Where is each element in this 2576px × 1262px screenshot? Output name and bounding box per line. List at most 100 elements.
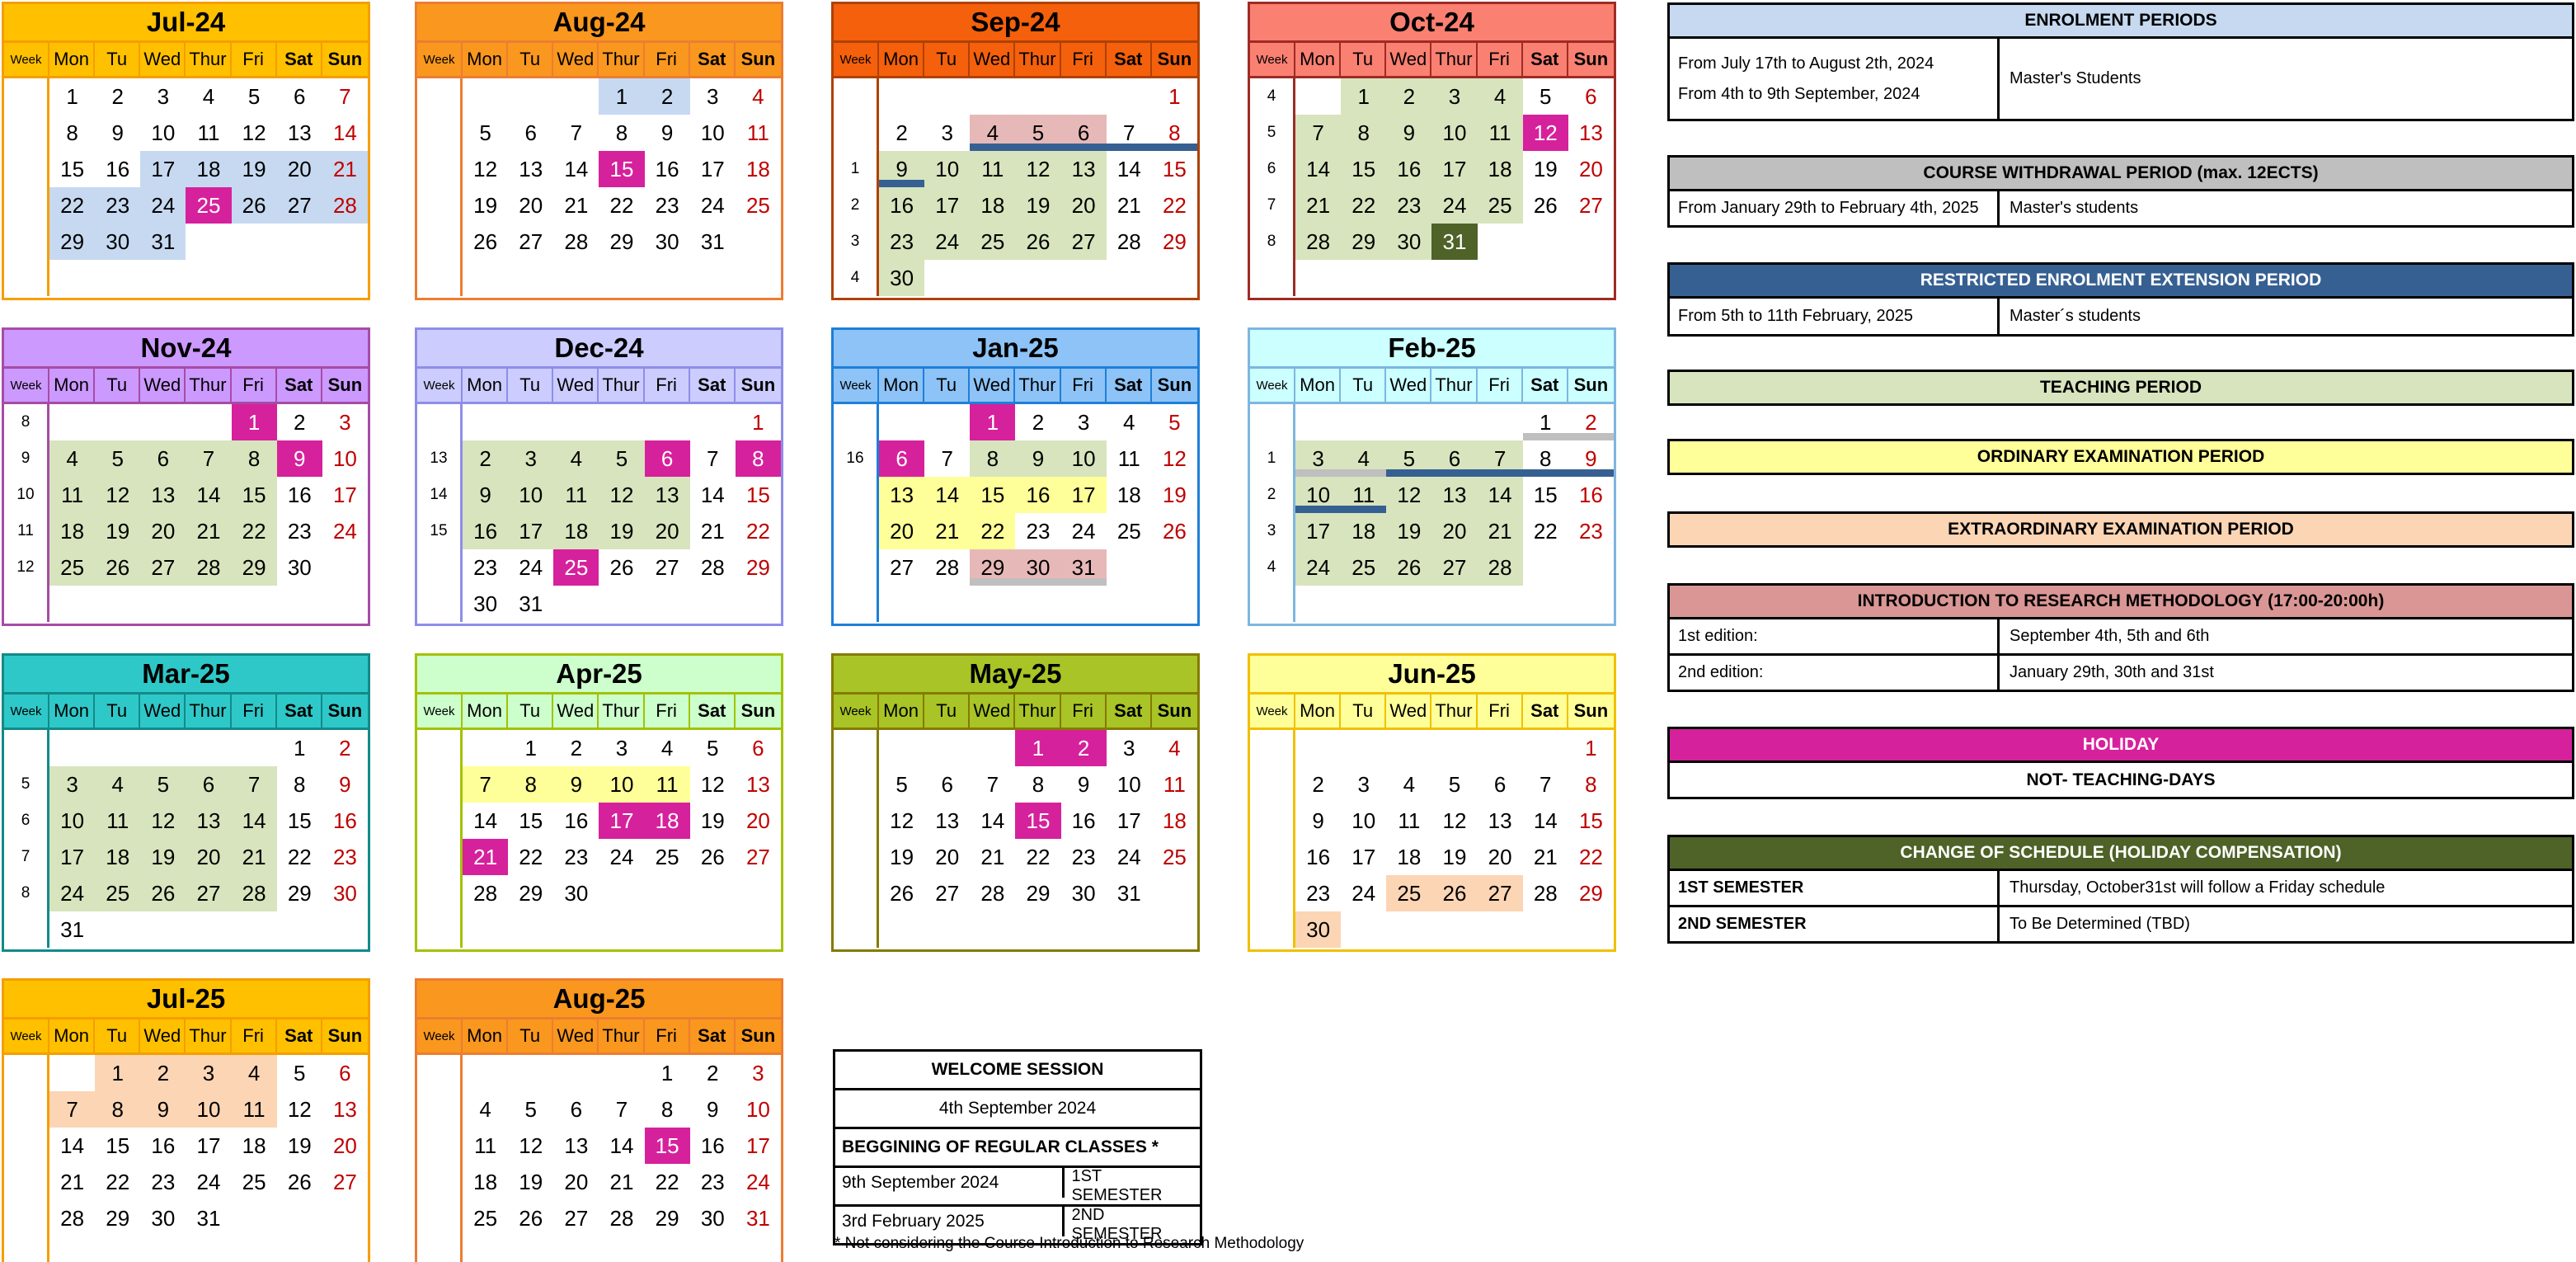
- day-cell: 27: [1477, 875, 1523, 911]
- welcome-row: 4th September 2024: [835, 1090, 1200, 1129]
- day-cell: 8: [508, 766, 554, 803]
- week-number: 12: [4, 549, 49, 586]
- day-cell: 21: [564, 192, 589, 218]
- week-number: [417, 1164, 463, 1200]
- weekday-header-row: Week Mon Tu Wed Thur Fri Sat Sun: [1250, 369, 1614, 404]
- weekday-header-row: Week Mon Tu Wed Thur Fri Sat Sun: [417, 369, 781, 404]
- week-number: [417, 803, 463, 839]
- week-number: [417, 1091, 463, 1128]
- day-cell: 9: [276, 440, 322, 477]
- day-cell: [736, 586, 781, 622]
- day-cell: 31: [700, 228, 725, 254]
- day-cell: 28: [1477, 549, 1523, 586]
- day-cell: 12: [519, 1133, 543, 1158]
- weekday-label-sun: Sun: [740, 700, 776, 721]
- day-cell: 15: [1162, 156, 1187, 181]
- day-cell: 27: [564, 1205, 589, 1231]
- day-cell: 25: [473, 1205, 498, 1231]
- legend-row-value: Master´s students: [2010, 307, 2141, 325]
- day-cell: 19: [890, 844, 914, 869]
- day-cell: [1107, 911, 1152, 948]
- welcome-row: BEGGINING OF REGULAR CLASSES *: [835, 1129, 1200, 1168]
- day-cell: [1431, 911, 1477, 948]
- day-cell: 20: [186, 839, 232, 875]
- weekday-header-row: Week Mon Tu Wed Thur Fri Sat Sun: [417, 695, 781, 730]
- week-number: [1250, 730, 1295, 766]
- day-cell: [49, 730, 95, 766]
- day-cell: [970, 260, 1015, 296]
- weekday-label-fri: Fri: [232, 1019, 277, 1052]
- day-cell: 5: [1168, 409, 1181, 435]
- weekday-label-sat: Sat: [690, 695, 736, 728]
- day-cell: [1341, 730, 1386, 766]
- week-column-label: Week: [417, 369, 463, 402]
- welcome-row-date: 3rd February 2025: [835, 1207, 1065, 1236]
- day-cell: 8: [1341, 115, 1387, 151]
- day-cell: [95, 1236, 140, 1262]
- day-cell: 8: [95, 1091, 141, 1128]
- day-cell: 18: [644, 803, 690, 839]
- day-cell: 16: [655, 156, 679, 181]
- day-cell: [322, 1200, 368, 1236]
- day-cell: 28: [60, 1205, 85, 1231]
- day-cell: 31: [60, 916, 85, 942]
- legend-section-title: ENROLMENT PERIODS: [1667, 2, 2574, 39]
- weekday-label-mon: Mon: [463, 369, 509, 402]
- day-cell: 12: [890, 808, 914, 833]
- day-cell: 4: [1477, 78, 1523, 115]
- legend-row-label: From July 17th to August 2th, 2024 From 4…: [1670, 39, 2000, 119]
- day-cell: 24: [196, 1169, 221, 1194]
- day-cell: 17: [140, 151, 186, 187]
- month-body: 4 1 2 3 4 5 6 5 7 8 9 10 11 12 13 6 14 15 16 17 18 19 20 7 21 22 2…: [1250, 78, 1614, 296]
- day-cell: 10: [924, 151, 971, 187]
- week-number: [1250, 803, 1295, 839]
- day-cell: [1431, 260, 1477, 296]
- day-cell: 5: [1015, 115, 1061, 151]
- day-cell: 22: [106, 1169, 130, 1194]
- day-cell: 5: [140, 766, 186, 803]
- day-cell: 29: [1162, 228, 1187, 254]
- week-number: [417, 1236, 463, 1262]
- weekday-label-thur: Thur: [186, 695, 232, 728]
- day-cell: 11: [474, 1133, 497, 1158]
- day-cell: 19: [473, 192, 498, 218]
- day-cell: 23: [1578, 518, 1603, 544]
- day-cell: 19: [231, 151, 277, 187]
- week-number: [4, 1200, 49, 1236]
- day-cell: [1061, 78, 1107, 115]
- day-cell: 13: [745, 771, 770, 797]
- week-number: [417, 404, 463, 440]
- day-cell: [553, 404, 599, 440]
- day-cell: 20: [1060, 187, 1107, 224]
- weekday-label-tu: Tu: [924, 369, 971, 402]
- day-cell: 21: [609, 1169, 634, 1194]
- weekday-label-sat: Sat: [690, 43, 736, 76]
- day-cell: 30: [1295, 911, 1342, 948]
- day-cell: [463, 78, 508, 115]
- legend-section-enrolment: ENROLMENT PERIODS From July 17th to Augus…: [1667, 2, 2574, 121]
- day-cell: 26: [95, 549, 141, 586]
- weekday-label-tu: Tu: [924, 695, 971, 728]
- weekday-label-wed: Wed: [553, 369, 599, 402]
- weekday-label-tu: Tu: [1341, 369, 1387, 402]
- day-cell: 22: [1026, 844, 1051, 869]
- day-cell: [879, 404, 924, 440]
- day-cell: 5: [524, 1096, 537, 1122]
- day-cell: 2: [1312, 771, 1324, 797]
- day-cell: 7: [570, 120, 583, 145]
- week-number: [4, 730, 49, 766]
- day-cell: [322, 586, 368, 622]
- legend-section-title: COURSE WITHDRAWAL PERIOD (max. 12ECTS): [1667, 155, 2574, 191]
- day-cell: 21: [700, 518, 725, 544]
- month-body: 1 2 3 4 5 16 6 7 8 9 10 11 12 13 14 15 16 17 18 19 20 21 22 23 2…: [834, 404, 1197, 622]
- weekday-label-wed: Wed: [1386, 43, 1432, 76]
- day-cell: 10: [49, 803, 96, 839]
- month-calendar-jul-25: Jul-25 Week Mon Tu Wed Thur Fri Sat Sun 1 2 3 4 5 6 7 8 9…: [2, 978, 370, 1262]
- day-cell: 7: [186, 440, 232, 477]
- day-cell: [1523, 586, 1568, 622]
- day-cell: 21: [186, 513, 232, 549]
- weekday-label-sun: Sun: [327, 49, 363, 69]
- day-cell: 30: [1386, 224, 1432, 260]
- day-cell: 16: [106, 156, 130, 181]
- day-cell: 11: [1163, 771, 1186, 797]
